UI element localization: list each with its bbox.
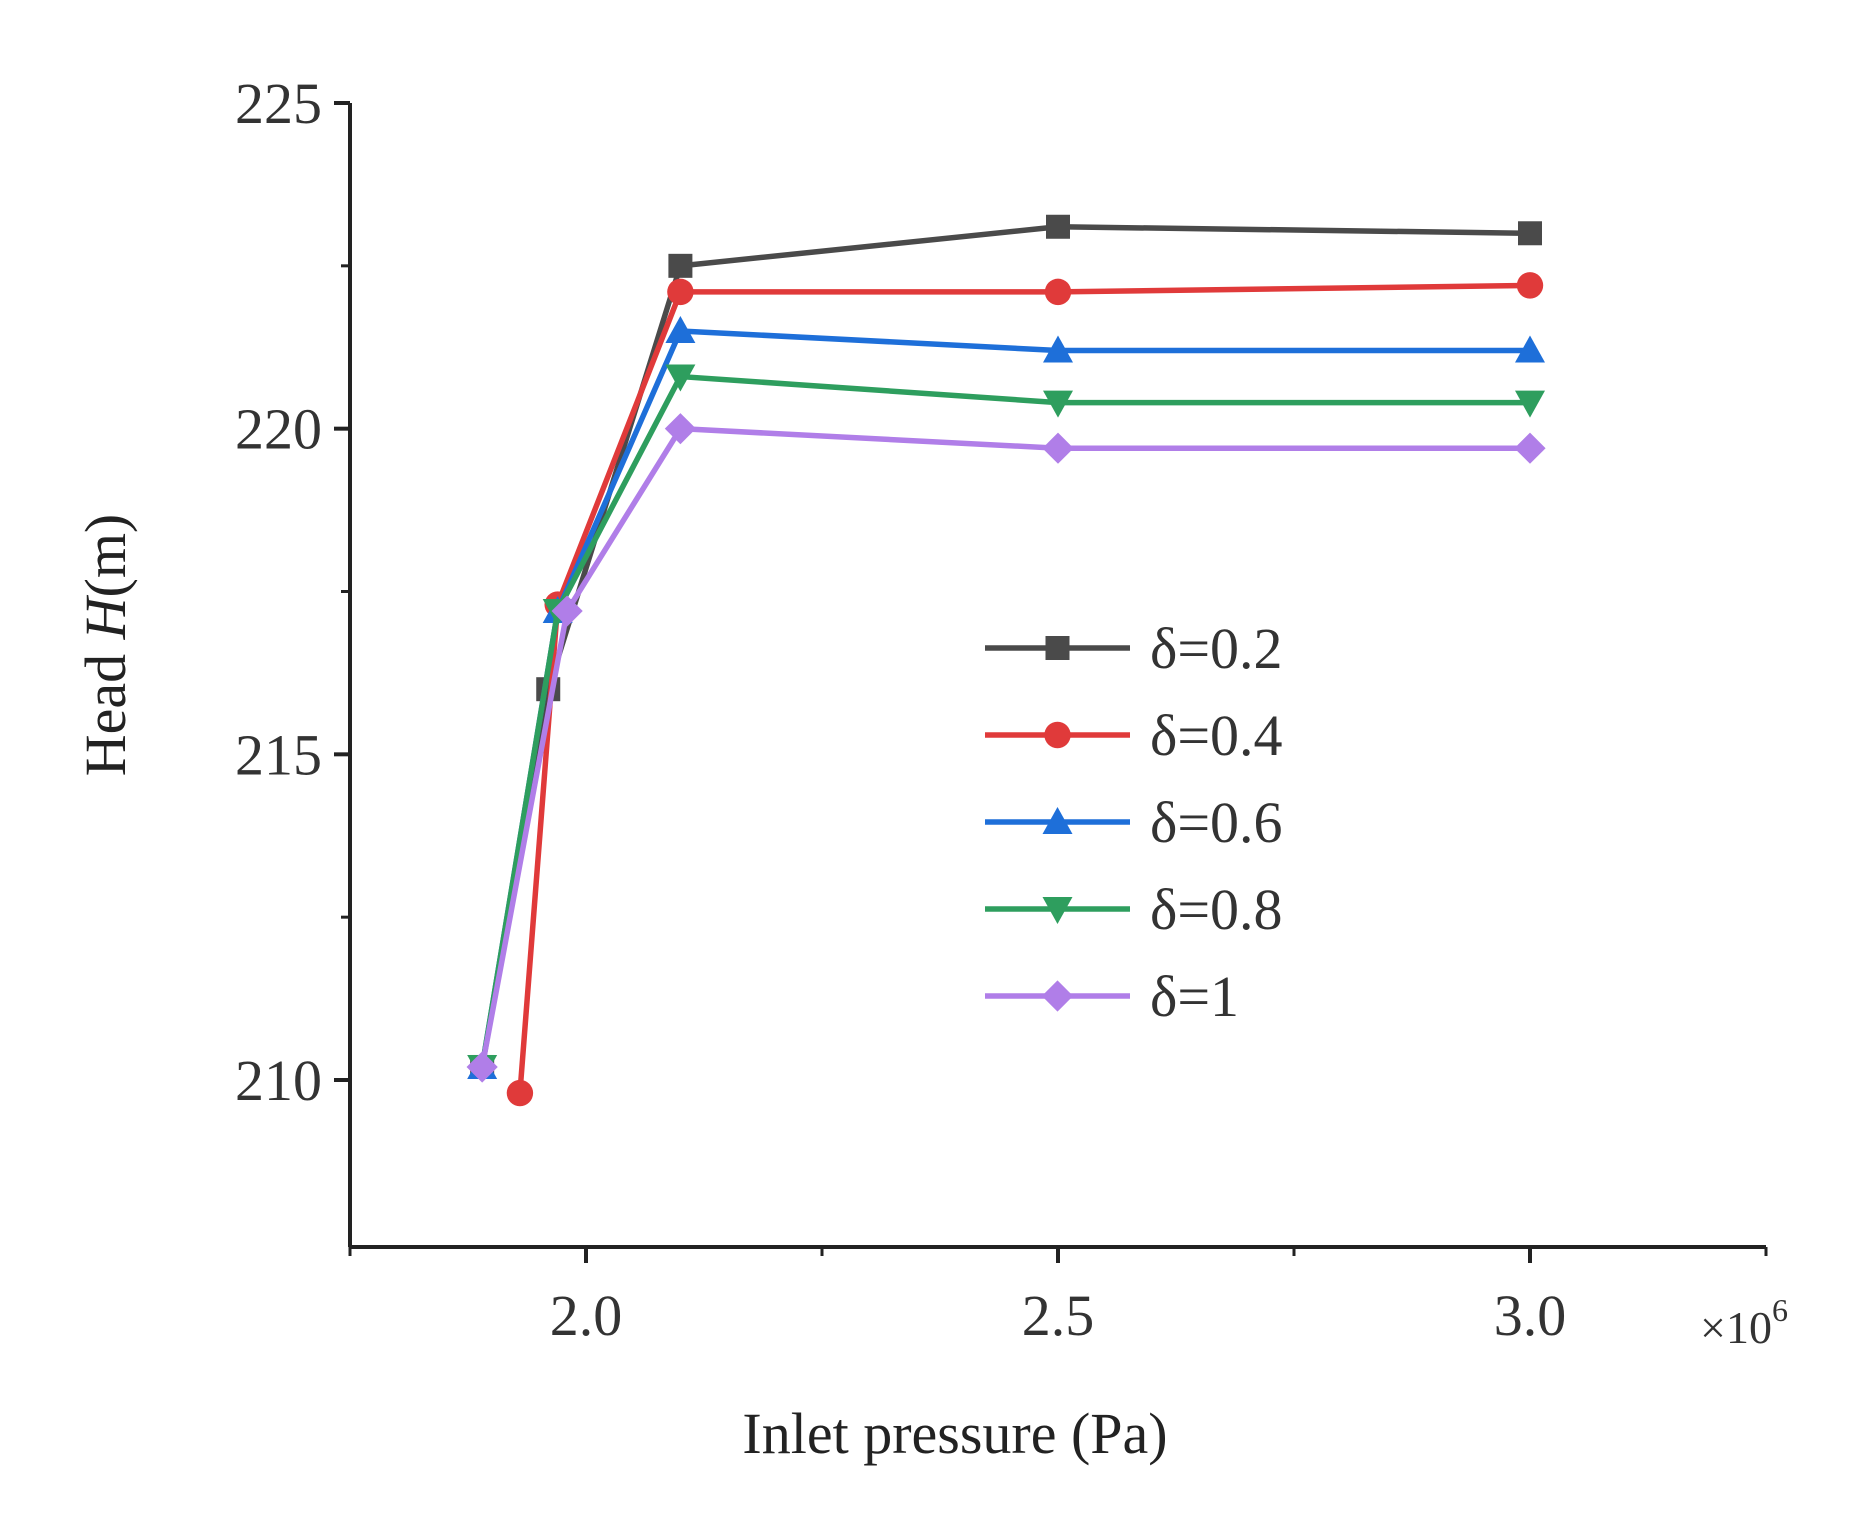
data-point (551, 595, 583, 627)
data-point (1046, 214, 1070, 239)
data-point (506, 1079, 534, 1107)
legend-item: δ=0.8 (985, 877, 1283, 942)
legend-label: δ=0.4 (1150, 703, 1283, 768)
y-tick-label: 225 (235, 71, 322, 136)
legend-item: δ=0.2 (985, 616, 1283, 681)
data-point (1515, 335, 1545, 363)
data-point (665, 315, 696, 343)
data-point (668, 253, 693, 278)
data-point (1514, 432, 1546, 464)
data-point (1042, 432, 1074, 464)
data-point (1043, 335, 1073, 363)
x-tick-label: 3.0 (1494, 1283, 1567, 1348)
y-axis-title: Head H(m) (73, 514, 138, 777)
legend-label: δ=0.2 (1150, 616, 1283, 681)
legend-item: δ=1 (985, 964, 1239, 1029)
x-axis-title: Inlet pressure (Pa) (742, 1401, 1167, 1466)
axis-tick-labels: 210 215 220 225 2.0 2.5 3.0 (235, 71, 1566, 1348)
legend: δ=0.2 δ=0.4 δ=0.6 δ=0.8 δ=1 (985, 616, 1283, 1029)
legend-label: δ=1 (1150, 964, 1239, 1029)
x-tick-label: 2.0 (550, 1283, 623, 1348)
axis-ticks (334, 101, 1768, 1263)
y-tick-label: 220 (235, 397, 322, 462)
data-point (1518, 221, 1542, 246)
data-point (1043, 390, 1073, 418)
legend-marker (1044, 721, 1071, 749)
series-group (466, 214, 1546, 1107)
data-point (665, 364, 696, 392)
series-5 (466, 413, 1546, 1083)
y-tick-label: 215 (235, 722, 322, 787)
legend-item: δ=0.4 (985, 703, 1283, 768)
legend-item: δ=0.6 (985, 790, 1283, 855)
data-point (667, 278, 694, 306)
data-point (466, 1051, 498, 1083)
y-tick-label: 210 (235, 1048, 322, 1113)
legend-label: δ=0.6 (1150, 790, 1283, 855)
x-tick-label: 2.5 (1022, 1283, 1095, 1348)
legend-marker (1041, 980, 1074, 1012)
legend-label: δ=0.8 (1150, 877, 1283, 942)
legend-marker (1042, 807, 1073, 834)
x-axis-multiplier: ×106 (1700, 1292, 1788, 1353)
data-point (1044, 278, 1072, 306)
legend-marker (1045, 636, 1070, 660)
data-point (664, 413, 696, 445)
data-point (1516, 272, 1544, 299)
data-point (1515, 390, 1545, 418)
legend-marker (1042, 897, 1073, 924)
